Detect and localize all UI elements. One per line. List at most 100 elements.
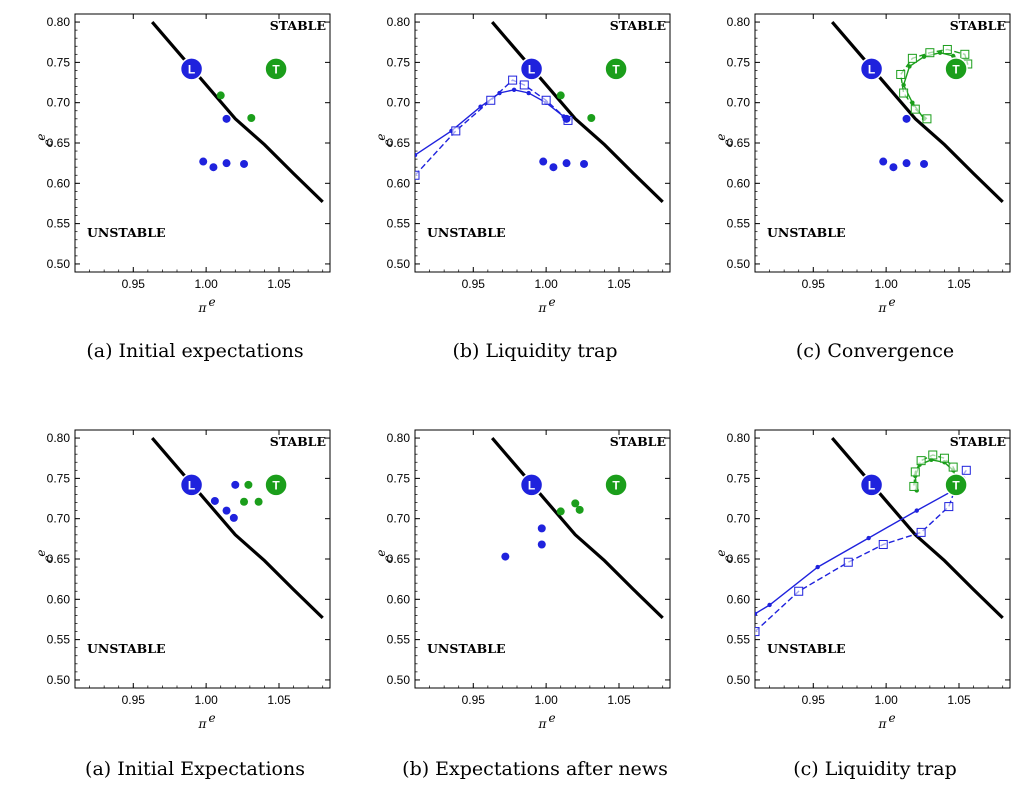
x-tick-label: 0.95 <box>462 277 486 291</box>
blue-data-point <box>539 157 548 166</box>
path-dot-marker <box>901 82 906 88</box>
x-tick-label: 1.05 <box>947 277 971 291</box>
y-tick-label: 0.60 <box>727 592 751 606</box>
path-square-marker <box>928 450 938 460</box>
unstable-region-label: UNSTABLE <box>87 225 166 240</box>
y-tick-label: 0.60 <box>47 592 71 606</box>
x-axis-label-sup: e <box>209 711 216 725</box>
path-square-marker <box>960 49 970 59</box>
y-tick-label: 0.55 <box>387 217 411 231</box>
blue-data-point <box>580 159 589 168</box>
y-axis-label-sup: e <box>34 549 48 556</box>
path-square-marker <box>794 586 804 596</box>
path-square-marker <box>925 48 935 58</box>
steady-state-marker-l <box>519 473 544 497</box>
path-square-marker <box>843 557 853 567</box>
y-tick-label: 0.80 <box>387 431 411 445</box>
path-dot-marker <box>815 564 820 570</box>
plot-area <box>755 437 1004 637</box>
x-tick-label: 1.05 <box>947 693 971 707</box>
path-dot-marker <box>866 535 871 541</box>
chart-svg: 0.50 0.55 0.60 0.65 0.70 0.75 0.80 0.95 1.00 1.05… <box>34 13 331 315</box>
expectations-path-solid <box>755 477 964 615</box>
chart-panel: 0.50 0.55 0.60 0.65 0.70 0.75 0.80 0.95 1.00 1.05… <box>710 420 1013 800</box>
y-tick-label: 0.65 <box>727 136 751 150</box>
path-square-marker <box>878 539 888 549</box>
steady-state-label-l: L <box>188 62 195 76</box>
y-tick-label: 0.65 <box>727 552 751 566</box>
y-tick-label: 0.60 <box>727 176 751 190</box>
plot-area <box>150 437 324 620</box>
green-data-point <box>571 499 580 508</box>
plot-area <box>150 21 324 204</box>
y-axis-label-sup: e <box>374 133 388 140</box>
steady-state-marker-l <box>179 57 204 81</box>
stable-region-label: STABLE <box>610 18 666 33</box>
x-axis-label-sup: e <box>889 295 896 309</box>
unstable-region-label: UNSTABLE <box>427 641 506 656</box>
chart-caption: (b) Liquidity trap <box>452 340 618 362</box>
y-tick-label: 0.50 <box>727 673 751 687</box>
path-dot-marker <box>415 152 418 158</box>
path-dot-marker <box>767 602 772 608</box>
stable-region-label: STABLE <box>270 434 326 449</box>
y-tick-label: 0.75 <box>387 471 411 485</box>
green-data-point <box>587 114 596 123</box>
stable-region-label: STABLE <box>610 434 666 449</box>
green-data-point <box>556 507 565 516</box>
blue-data-point <box>210 496 219 505</box>
y-axis-label-sup: e <box>714 549 728 556</box>
blue-data-point <box>199 157 208 166</box>
steady-state-label-l: L <box>528 62 535 76</box>
x-tick-label: 1.05 <box>607 277 631 291</box>
green-data-point <box>247 114 256 123</box>
unstable-region-label: UNSTABLE <box>767 225 846 240</box>
y-tick-label: 0.65 <box>47 136 71 150</box>
green-data-point <box>244 480 253 489</box>
steady-state-label-t: T <box>272 478 280 492</box>
x-tick-label: 1.00 <box>194 693 218 707</box>
x-tick-label: 1.05 <box>607 693 631 707</box>
y-tick-label: 0.75 <box>727 55 751 69</box>
y-tick-label: 0.70 <box>47 512 71 526</box>
y-tick-label: 0.50 <box>47 257 71 271</box>
stability-boundary-line <box>150 437 324 620</box>
y-axis-label: c <box>721 139 735 146</box>
blue-data-point <box>537 524 546 533</box>
blue-data-point <box>549 163 558 172</box>
stability-boundary-line <box>490 437 664 620</box>
path-square-marker <box>961 465 971 475</box>
steady-state-marker-l <box>179 473 204 497</box>
x-axis-label-sup: e <box>209 295 216 309</box>
chart-panel: 0.50 0.55 0.60 0.65 0.70 0.75 0.80 0.95 1.00 1.05… <box>710 4 1013 384</box>
y-tick-label: 0.55 <box>727 217 751 231</box>
path-square-marker <box>486 95 496 105</box>
y-tick-label: 0.80 <box>727 431 751 445</box>
steady-state-label-l: L <box>868 478 875 492</box>
path-dot-marker <box>755 611 758 617</box>
blue-data-point <box>537 540 546 549</box>
y-tick-label: 0.75 <box>47 55 71 69</box>
path-square-marker <box>909 481 919 491</box>
steady-state-marker-l <box>519 57 544 81</box>
x-tick-label: 1.05 <box>267 277 291 291</box>
path-square-marker <box>907 53 917 63</box>
y-axis-label: c <box>381 139 395 146</box>
blue-data-point <box>902 114 911 123</box>
blue-data-point <box>240 159 249 168</box>
steady-state-marker-l <box>859 57 884 81</box>
unstable-region-label: UNSTABLE <box>87 641 166 656</box>
y-tick-label: 0.70 <box>47 96 71 110</box>
steady-state-marker-t <box>264 473 288 497</box>
path-square-marker <box>922 114 932 124</box>
green-data-point <box>556 91 565 100</box>
chart-panel: 0.50 0.55 0.60 0.65 0.70 0.75 0.80 0.95 1.00 1.05… <box>30 420 370 800</box>
stability-boundary-line <box>490 21 664 204</box>
path-dot-marker <box>907 64 912 69</box>
x-tick-label: 1.00 <box>534 277 558 291</box>
blue-data-point <box>209 163 218 172</box>
path-square-marker <box>916 527 926 537</box>
green-data-point <box>254 497 263 506</box>
x-tick-label: 1.00 <box>534 693 558 707</box>
x-axis-label: π <box>878 717 888 731</box>
